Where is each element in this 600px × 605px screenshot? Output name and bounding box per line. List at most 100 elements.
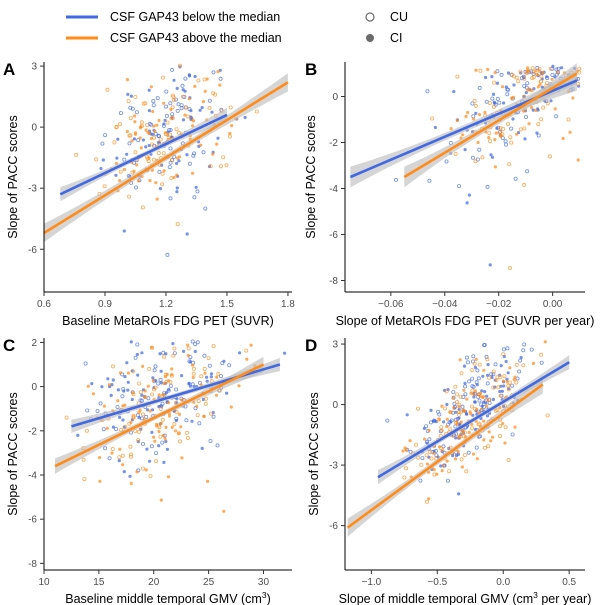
data-point-below <box>159 381 164 385</box>
data-point-above <box>530 66 535 71</box>
data-point-above <box>432 468 436 472</box>
data-point-below <box>539 360 544 365</box>
data-point-above <box>111 364 116 369</box>
x-tick-label: 20 <box>148 577 160 588</box>
x-axis-title: Baseline middle temporal GMV (cm3) <box>65 590 271 605</box>
data-point-below <box>506 371 510 375</box>
panel-letter: C <box>3 336 15 355</box>
data-point-above <box>140 205 145 210</box>
data-point-above <box>84 428 89 433</box>
data-point-above <box>561 136 565 141</box>
data-point-above <box>506 457 511 462</box>
data-point-below <box>225 391 229 395</box>
data-point-below <box>393 177 398 182</box>
data-point-above <box>175 173 179 177</box>
x-tick-label: 1.8 <box>281 299 295 310</box>
data-point-below <box>101 427 106 432</box>
data-point-above <box>190 363 195 367</box>
data-point-below <box>554 114 559 119</box>
data-point-above <box>477 362 482 367</box>
data-point-above <box>513 425 517 429</box>
x-tick-label: −1.0 <box>361 577 381 588</box>
data-point-below <box>187 382 191 386</box>
data-point-above <box>187 97 191 101</box>
data-point-above <box>185 114 190 119</box>
data-point-above <box>152 435 156 439</box>
data-point-below <box>168 146 173 151</box>
data-point-below <box>202 353 207 358</box>
data-point-above <box>133 132 138 136</box>
data-point-above <box>487 397 492 402</box>
data-point-below <box>116 388 120 392</box>
data-point-above <box>445 417 449 421</box>
data-point-below <box>103 446 108 451</box>
data-point-above <box>175 222 180 227</box>
data-point-above <box>497 130 502 135</box>
data-point-below <box>480 389 484 393</box>
data-point-above <box>151 157 156 162</box>
x-axis-title: Slope of middle temporal GMV (cm3 per ye… <box>339 590 592 605</box>
data-point-above <box>145 123 150 128</box>
data-point-above <box>454 392 459 397</box>
data-point-above <box>98 479 102 483</box>
data-point-below <box>132 137 137 141</box>
data-point-above <box>427 497 431 501</box>
data-point-below <box>470 376 475 381</box>
data-point-below <box>210 110 214 114</box>
data-point-below <box>139 416 144 421</box>
data-point-below <box>491 92 496 96</box>
data-point-below <box>216 136 220 140</box>
data-point-above <box>167 414 172 418</box>
data-point-above <box>448 427 453 432</box>
data-point-below <box>181 88 185 92</box>
data-point-below <box>133 185 138 190</box>
data-point-above <box>169 175 174 180</box>
data-point-below <box>536 133 541 138</box>
data-point-below <box>433 125 437 130</box>
data-point-below <box>462 364 467 368</box>
data-point-below <box>126 92 130 96</box>
data-point-above <box>128 444 133 449</box>
data-point-above <box>163 437 167 441</box>
data-point-above <box>173 429 178 433</box>
data-point-above <box>471 452 476 456</box>
data-point-below <box>496 125 501 130</box>
data-point-above <box>218 83 222 87</box>
x-tick-label: 0.00 <box>543 299 563 310</box>
data-point-above <box>164 425 168 429</box>
panel-a: A 0.6 0.9 1.2 1.5 1.8 -6 -3 0 3 Baseline MetaROIs … <box>3 60 295 328</box>
y-tick-label: -8 <box>28 559 37 570</box>
data-point-below <box>90 382 94 386</box>
data-point-above <box>64 415 69 420</box>
data-point-above <box>172 175 176 180</box>
data-point-above <box>153 439 157 443</box>
data-point-above <box>439 425 444 430</box>
data-point-below <box>485 394 489 398</box>
data-point-below <box>529 347 534 352</box>
data-point-below <box>481 374 485 378</box>
data-point-above <box>195 404 199 408</box>
data-point-above <box>453 384 458 389</box>
data-point-below <box>209 375 213 379</box>
data-point-above <box>476 140 480 145</box>
data-point-above <box>121 463 125 467</box>
data-point-below <box>471 114 476 119</box>
data-point-below <box>549 99 553 103</box>
data-point-above <box>502 374 507 379</box>
data-point-above <box>112 140 117 145</box>
data-point-below <box>211 414 216 419</box>
data-point-above <box>158 434 163 439</box>
data-point-above <box>453 151 458 156</box>
y-axis-title: Slope of PACC scores <box>6 392 20 515</box>
data-point-above <box>110 451 114 455</box>
data-point-below <box>504 85 508 89</box>
data-point-below <box>147 88 151 92</box>
data-point-above <box>137 179 141 183</box>
data-point-below <box>482 343 487 348</box>
data-point-above <box>455 74 460 79</box>
data-point-above <box>191 171 195 175</box>
data-point-below <box>460 404 465 409</box>
data-point-below <box>485 184 490 189</box>
data-point-above <box>202 414 206 418</box>
data-point-above <box>518 69 523 74</box>
